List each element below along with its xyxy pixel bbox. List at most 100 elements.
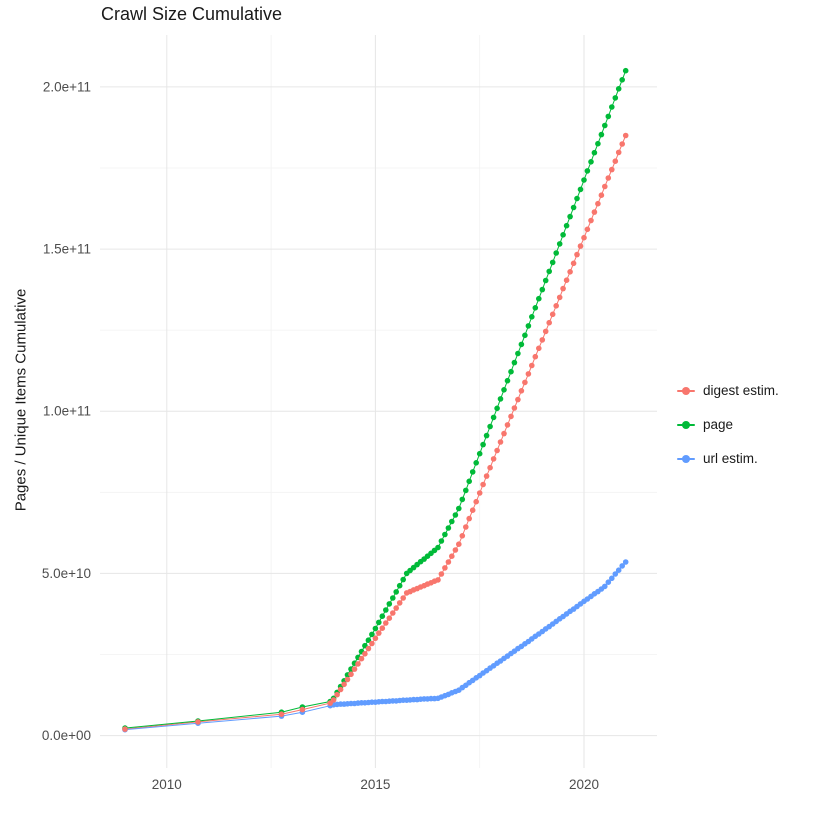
data-point bbox=[487, 464, 493, 471]
data-point bbox=[372, 625, 379, 632]
data-point bbox=[487, 423, 493, 430]
data-point bbox=[595, 200, 601, 207]
data-point bbox=[383, 607, 389, 613]
data-point bbox=[438, 538, 445, 544]
data-point bbox=[278, 711, 285, 717]
data-point bbox=[473, 460, 480, 466]
data-point bbox=[449, 518, 455, 525]
legend-key-page bbox=[676, 415, 696, 435]
data-point bbox=[435, 544, 441, 551]
data-point bbox=[536, 295, 542, 302]
y-tick-label: 2.0e+11 bbox=[43, 79, 91, 94]
data-point bbox=[383, 620, 389, 626]
data-point bbox=[553, 303, 559, 309]
y-tick-label: 0.0e+00 bbox=[42, 728, 91, 743]
data-point bbox=[497, 396, 504, 402]
data-point bbox=[337, 686, 344, 693]
data-point bbox=[386, 615, 393, 621]
data-point bbox=[490, 414, 497, 421]
legend-item-page: page bbox=[676, 414, 779, 435]
data-point bbox=[490, 456, 497, 462]
x-tick-label: 2010 bbox=[152, 777, 182, 792]
data-point bbox=[442, 565, 448, 571]
data-point bbox=[515, 396, 521, 403]
data-point bbox=[567, 213, 573, 220]
data-point bbox=[567, 269, 573, 275]
data-point bbox=[369, 631, 375, 638]
data-point bbox=[445, 559, 452, 565]
data-point bbox=[330, 697, 337, 703]
data-point bbox=[546, 319, 552, 326]
y-tick-label: 1.0e+11 bbox=[43, 404, 91, 419]
data-point bbox=[466, 515, 473, 522]
data-point bbox=[536, 345, 542, 352]
data-point bbox=[480, 481, 486, 488]
legend-label-url: url estim. bbox=[703, 451, 758, 466]
legend-key-url bbox=[676, 449, 696, 469]
chart-title: Crawl Size Cumulative bbox=[101, 4, 283, 24]
data-point bbox=[299, 706, 306, 713]
data-point bbox=[553, 250, 559, 256]
data-point bbox=[501, 430, 507, 437]
data-point bbox=[463, 487, 469, 494]
data-point bbox=[529, 314, 535, 320]
data-point bbox=[341, 681, 347, 688]
data-point bbox=[473, 498, 480, 505]
data-point bbox=[365, 645, 372, 652]
data-point bbox=[459, 496, 466, 503]
data-point bbox=[570, 260, 577, 267]
data-point bbox=[365, 637, 372, 643]
legend: digest estim. page url estim. bbox=[676, 380, 779, 469]
data-point bbox=[529, 362, 535, 369]
data-point bbox=[400, 576, 407, 583]
data-point bbox=[605, 175, 612, 181]
data-point bbox=[400, 595, 407, 601]
data-point bbox=[369, 640, 375, 647]
data-point bbox=[396, 600, 403, 606]
data-point bbox=[463, 524, 469, 530]
data-point bbox=[546, 268, 552, 275]
data-point bbox=[511, 405, 518, 411]
data-point bbox=[344, 676, 351, 683]
y-tick-label: 1.5e+11 bbox=[43, 242, 91, 257]
data-point bbox=[494, 447, 500, 454]
data-point bbox=[615, 149, 622, 156]
data-point bbox=[588, 159, 594, 165]
data-point bbox=[622, 132, 629, 139]
data-point bbox=[591, 209, 598, 215]
data-point bbox=[501, 387, 507, 393]
data-point bbox=[379, 613, 386, 619]
data-point bbox=[390, 610, 396, 616]
data-point bbox=[445, 525, 452, 531]
data-point bbox=[435, 577, 441, 583]
data-point bbox=[393, 589, 400, 595]
data-point bbox=[619, 563, 625, 569]
data-point bbox=[469, 507, 476, 513]
data-point bbox=[386, 601, 393, 607]
data-point bbox=[584, 226, 591, 233]
data-point bbox=[476, 490, 483, 496]
data-point bbox=[508, 413, 514, 420]
data-point bbox=[532, 305, 539, 311]
data-point bbox=[358, 655, 365, 662]
data-point bbox=[525, 323, 532, 329]
data-point bbox=[615, 86, 622, 92]
data-point bbox=[483, 432, 490, 439]
data-point bbox=[609, 575, 615, 582]
data-point bbox=[598, 192, 605, 198]
data-point bbox=[612, 571, 619, 577]
legend-item-url-estim: url estim. bbox=[676, 448, 779, 469]
data-point bbox=[563, 222, 570, 229]
data-point bbox=[570, 204, 577, 211]
data-point bbox=[355, 661, 361, 667]
data-point bbox=[459, 533, 466, 539]
data-point bbox=[619, 77, 625, 83]
data-point bbox=[372, 635, 379, 642]
data-point bbox=[622, 559, 629, 565]
legend-label-digest: digest estim. bbox=[703, 383, 779, 398]
data-point bbox=[511, 359, 518, 366]
legend-key-digest bbox=[676, 381, 696, 401]
y-tick-label: 5.0e+10 bbox=[42, 566, 91, 581]
data-point bbox=[622, 67, 629, 74]
